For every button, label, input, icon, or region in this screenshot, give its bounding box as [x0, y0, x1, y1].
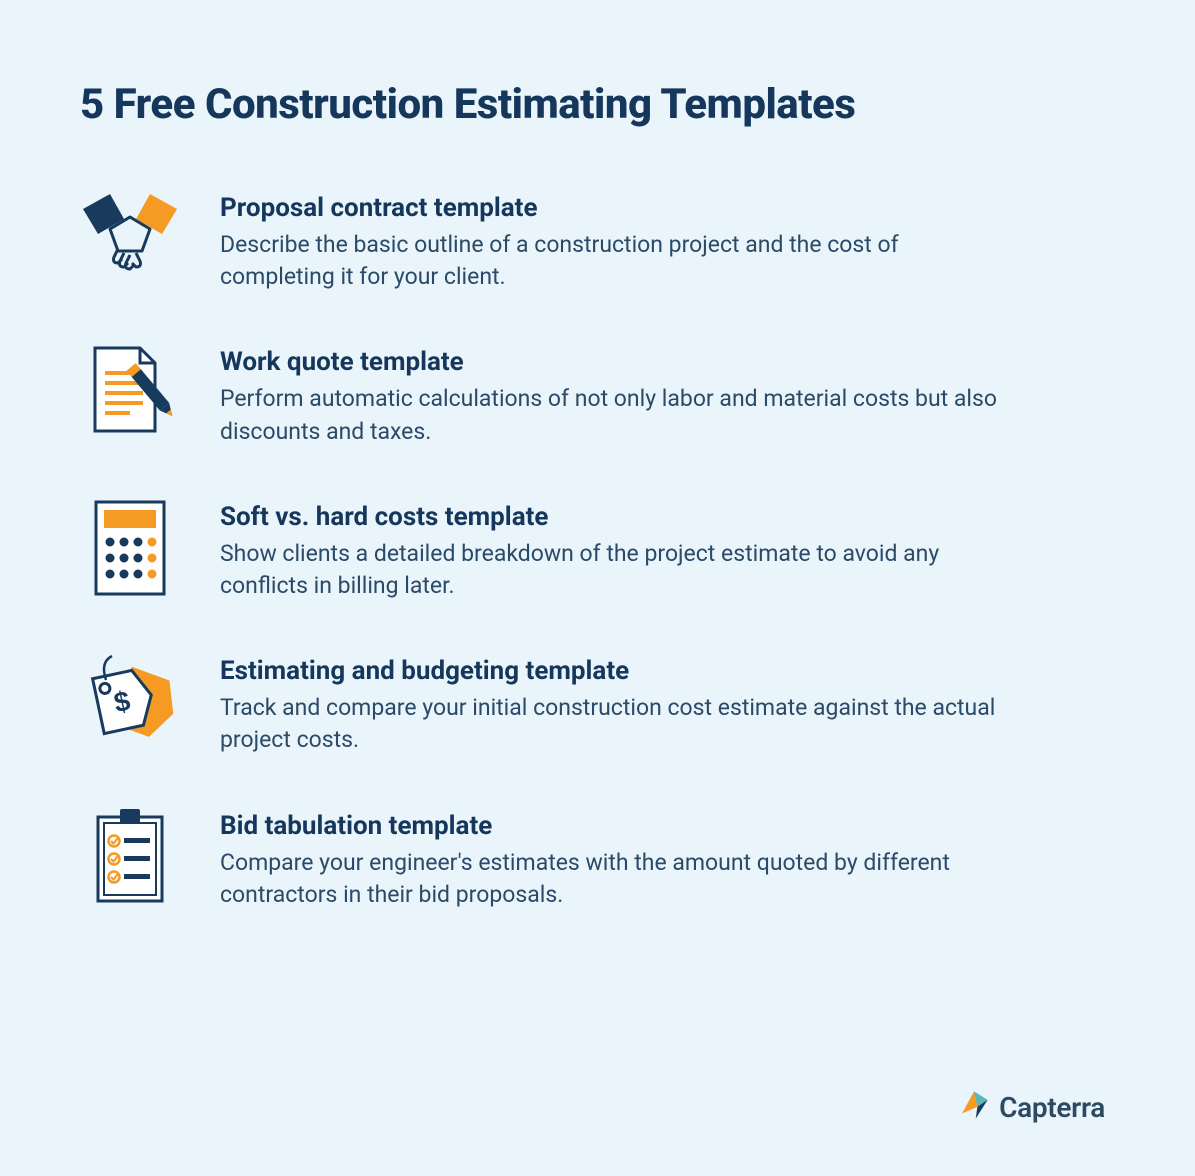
item-title: Bid tabulation template	[220, 811, 1115, 841]
clipboard-checklist-icon	[80, 807, 180, 907]
price-tag-icon: $	[80, 652, 180, 747]
item-title: Work quote template	[220, 347, 1115, 377]
item-title: Estimating and budgeting template	[220, 656, 1115, 686]
calculator-icon	[80, 498, 180, 598]
items-list: Proposal contract template Describe the …	[80, 189, 1115, 911]
item-description: Track and compare your initial construct…	[220, 692, 1000, 756]
list-item: Proposal contract template Describe the …	[80, 189, 1115, 293]
list-item: Work quote template Perform automatic ca…	[80, 343, 1115, 447]
document-pencil-icon	[80, 343, 180, 438]
list-item: $ Estimating and budgeting template Trac…	[80, 652, 1115, 756]
handshake-icon	[80, 189, 180, 279]
item-title: Proposal contract template	[220, 193, 1115, 223]
capterra-arrow-icon	[957, 1088, 991, 1126]
item-description: Show clients a detailed breakdown of the…	[220, 538, 1000, 602]
brand-name: Capterra	[999, 1091, 1105, 1124]
list-item: Soft vs. hard costs template Show client…	[80, 498, 1115, 602]
page-title: 5 Free Construction Estimating Templates	[80, 80, 1115, 129]
item-title: Soft vs. hard costs template	[220, 502, 1115, 532]
footer-brand: Capterra	[957, 1088, 1105, 1126]
item-description: Perform automatic calculations of not on…	[220, 383, 1000, 447]
item-description: Describe the basic outline of a construc…	[220, 229, 1000, 293]
item-description: Compare your engineer's estimates with t…	[220, 847, 1000, 911]
list-item: Bid tabulation template Compare your eng…	[80, 807, 1115, 911]
